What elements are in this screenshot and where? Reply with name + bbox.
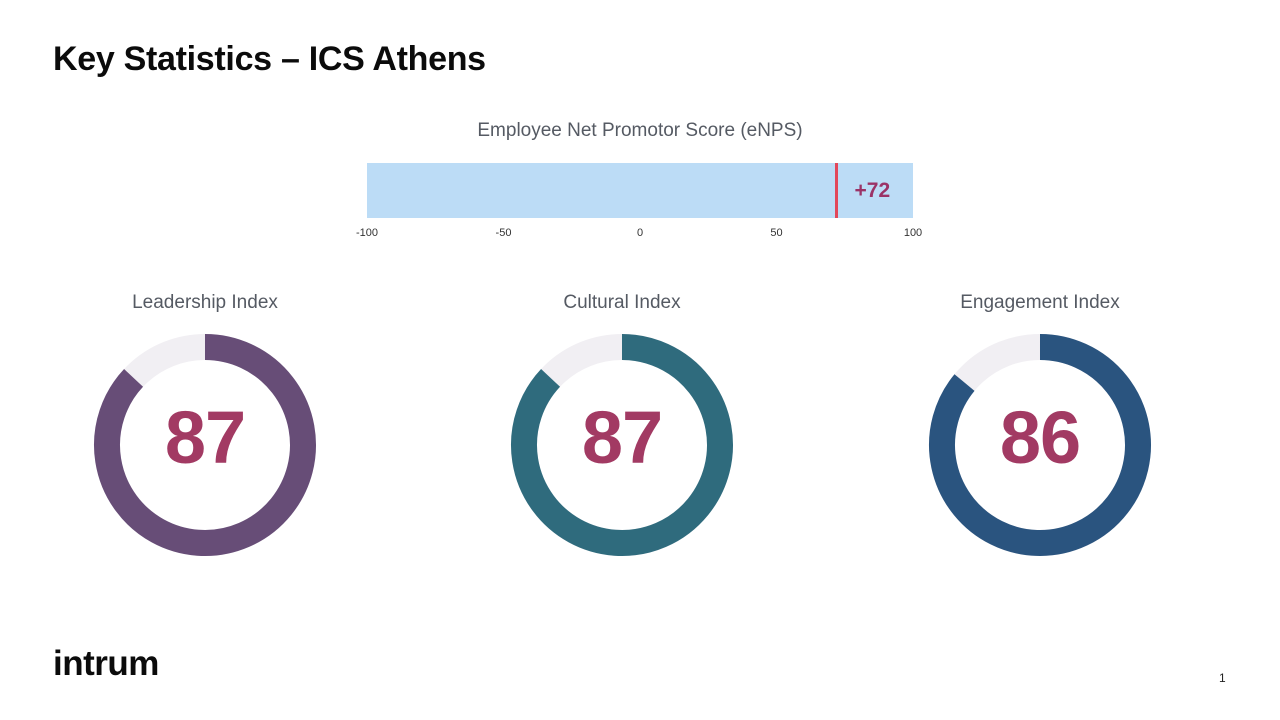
enps-chart-title: Employee Net Promotor Score (eNPS) (477, 120, 803, 141)
enps-bar: +72 (367, 163, 913, 218)
leadership-index-arc (94, 334, 316, 556)
enps-tick-label: 0 (636, 227, 644, 239)
cultural-index-arc (511, 334, 733, 556)
engagement-index-donut (929, 334, 1151, 556)
engagement-index-arc (929, 334, 1151, 556)
page-number: 1 (1219, 671, 1226, 685)
intrum-logo: intrum (53, 644, 159, 683)
page-title: Key Statistics – ICS Athens (53, 40, 486, 78)
leadership-index-title: Leadership Index (132, 292, 278, 313)
enps-tick-label: 50 (770, 227, 783, 239)
cultural-index-title: Cultural Index (563, 292, 681, 313)
leadership-index-value: 87 (164, 396, 246, 479)
enps-value-label: +72 (854, 179, 891, 202)
enps-tick-label: -100 (355, 227, 379, 239)
enps-tick-label: -50 (495, 227, 512, 239)
cultural-index-donut (511, 334, 733, 556)
enps-tick-label: 100 (903, 227, 923, 239)
engagement-index-title: Engagement Index (960, 292, 1120, 313)
cultural-index-value: 87 (581, 396, 663, 479)
leadership-index-donut (94, 334, 316, 556)
engagement-index-value: 86 (999, 396, 1081, 479)
enps-value-marker (835, 163, 839, 218)
